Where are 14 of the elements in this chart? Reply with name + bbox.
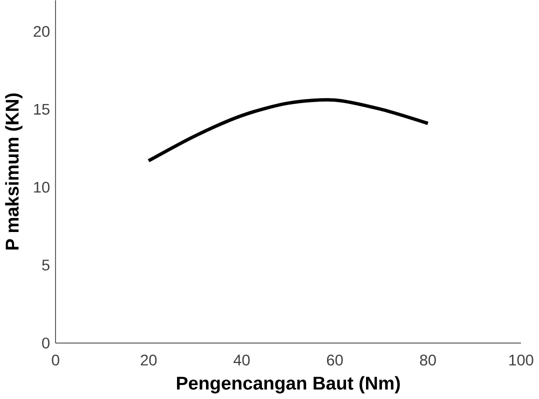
line-series: [146, 98, 430, 163]
y-axis-title: P maksimum (KN): [5, 94, 22, 250]
y-tick-label: 20: [34, 26, 50, 38]
x-tick-label: 40: [234, 354, 250, 366]
x-tick-label: 0: [52, 354, 60, 366]
y-tick-label: 10: [34, 182, 50, 193]
y-tick-label: 15: [34, 104, 50, 115]
x-tick-label: 60: [327, 354, 343, 366]
x-tick-label: 20: [140, 354, 157, 366]
x-tick-label: 80: [420, 354, 436, 366]
x-tick-label: 100: [509, 354, 534, 366]
y-tick-label: 5: [42, 260, 50, 271]
x-axis-title: Pengencangan Baut (Nm): [177, 376, 400, 394]
y-tick-label: 0: [42, 338, 50, 349]
